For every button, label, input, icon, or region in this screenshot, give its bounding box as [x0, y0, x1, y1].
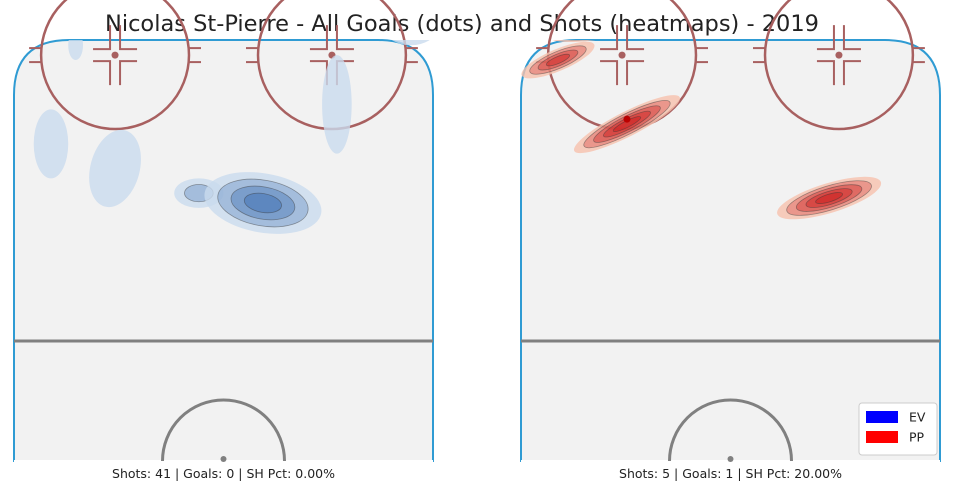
faceoff-dot: [111, 51, 119, 59]
shot-density-heatmap: [33, 40, 430, 234]
center-ice-dot: [727, 456, 734, 462]
panel-caption: Shots: 41 | Goals: 0 | SH Pct: 0.00%: [112, 466, 335, 481]
center-ice-circle: [668, 398, 793, 462]
density-region: [33, 109, 69, 179]
goal-dot: [623, 115, 631, 123]
legend-label-pp: PP: [909, 430, 925, 445]
shot-density-heatmap: [521, 40, 882, 220]
density-region: [573, 95, 680, 154]
rink-panel-pp: Shots: 5 | Goals: 1 | SH Pct: 20.00%: [520, 0, 941, 481]
density-region: [89, 129, 141, 208]
legend-swatch-ev: [866, 411, 898, 423]
rink-boards: [520, 39, 941, 462]
faceoff-circle: [763, 0, 915, 131]
legend-label-ev: EV: [909, 410, 926, 425]
rink-boards: [13, 39, 434, 462]
center-ice-circle: [161, 398, 286, 462]
density-region: [777, 176, 882, 220]
panel-caption: Shots: 5 | Goals: 1 | SH Pct: 20.00%: [619, 466, 842, 481]
rink-panel-ev: Shots: 41 | Goals: 0 | SH Pct: 0.00%: [13, 0, 434, 481]
density-region: [204, 172, 322, 234]
legend: EV PP: [858, 402, 938, 456]
faceoff-dot: [618, 51, 626, 59]
chart-title: Nicolas St-Pierre - All Goals (dots) and…: [105, 11, 819, 37]
density-region: [392, 40, 430, 46]
faceoff-circle: [39, 0, 191, 131]
density-region: [521, 41, 595, 79]
density-region: [322, 55, 352, 154]
legend-swatch-pp: [866, 431, 898, 443]
faceoff-dot: [835, 51, 843, 59]
center-ice-dot: [220, 456, 227, 462]
density-region: [68, 40, 84, 61]
